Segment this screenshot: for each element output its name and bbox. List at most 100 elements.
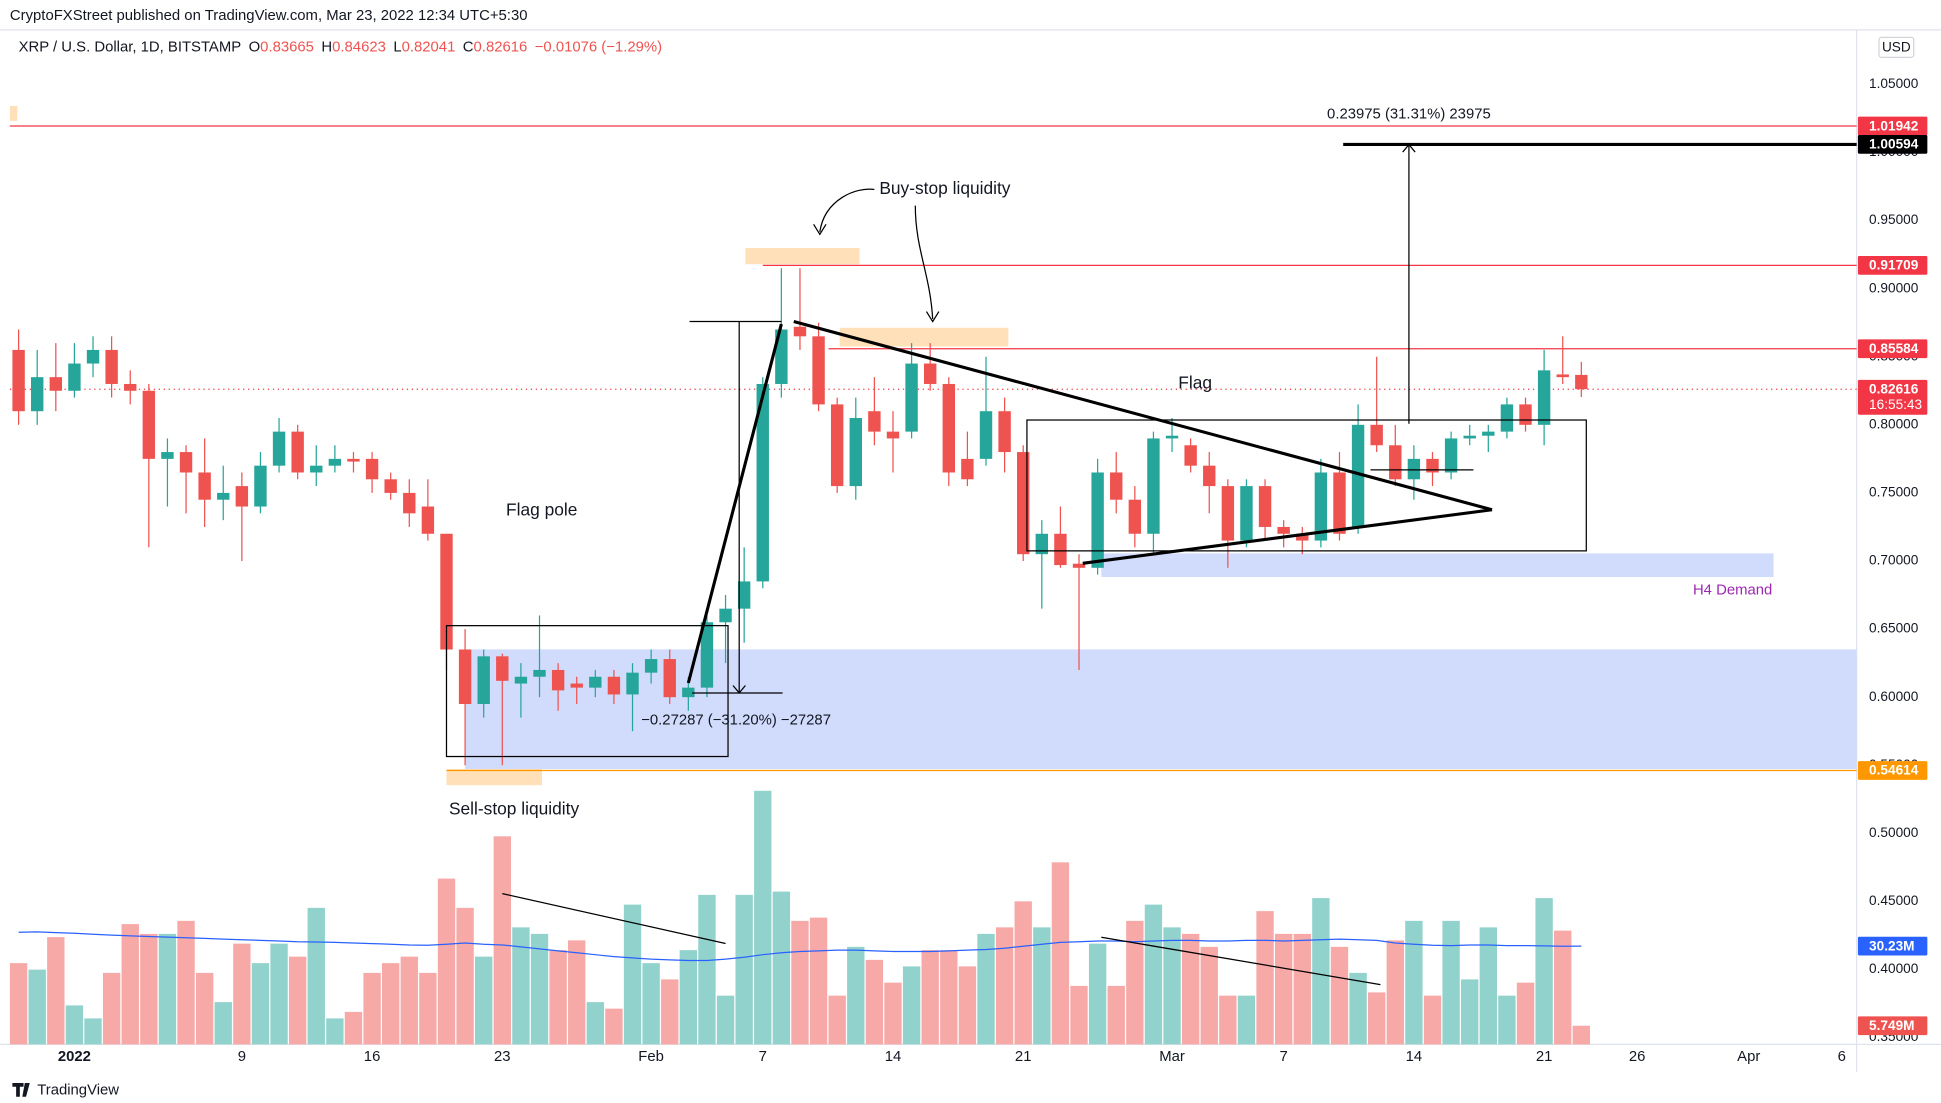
candle-body <box>775 329 788 384</box>
y-tick-label: 0.50000 <box>1869 825 1919 840</box>
y-tick-label: 0.65000 <box>1869 621 1919 636</box>
x-tick-label: 16 <box>364 1049 381 1065</box>
x-tick-label: Mar <box>1159 1049 1185 1065</box>
candle-body <box>793 326 807 337</box>
volume-bar <box>1163 927 1181 1045</box>
volume-bar <box>958 966 977 1045</box>
x-tick-label: 6 <box>1838 1049 1846 1065</box>
brand: TradingView <box>37 1082 119 1098</box>
drawings <box>445 143 1587 986</box>
annotation: H4 Demand <box>1693 583 1772 599</box>
volume-bar <box>195 972 214 1045</box>
measure-label: 0.23975 (31.31%) 23975 <box>1327 107 1491 123</box>
volume-label: 30.23M <box>1869 938 1914 953</box>
x-tick-label: 2022 <box>58 1049 91 1065</box>
candle-body <box>384 479 397 493</box>
candle-body <box>1556 374 1569 378</box>
candle-body <box>700 622 714 688</box>
candle-body <box>458 649 472 704</box>
candle-body <box>682 687 695 698</box>
candle-body <box>1351 424 1365 527</box>
candle-body <box>86 349 100 364</box>
volume-bar <box>437 878 456 1045</box>
candle-body <box>142 390 156 459</box>
liquidity-zone <box>9 105 18 121</box>
volume-bar <box>1368 992 1386 1045</box>
ohlc-value: 0.82616 <box>474 39 528 55</box>
measure-label: −0.27287 (−31.20%) −27287 <box>641 712 831 728</box>
candle-body <box>1500 404 1514 432</box>
candle-body <box>756 383 769 582</box>
candle-body <box>105 349 118 384</box>
candle-body <box>942 383 955 473</box>
level-label-box <box>1857 339 1928 359</box>
volume-bar <box>642 963 660 1045</box>
x-tick-label: 7 <box>759 1049 767 1065</box>
candle-body <box>1128 499 1142 534</box>
y-tick-label: 0.90000 <box>1869 280 1919 295</box>
candle-body <box>868 411 881 432</box>
volume-bar <box>865 959 884 1045</box>
volume-bar <box>549 950 567 1045</box>
candle-body <box>1091 472 1104 568</box>
candle-body <box>1035 533 1049 555</box>
x-tick-label: Feb <box>638 1049 664 1065</box>
flag-pole-line <box>686 323 783 684</box>
volume-bar <box>735 894 753 1045</box>
volume-bar <box>363 972 381 1045</box>
volume-bar <box>158 933 177 1045</box>
volume-bar <box>661 979 679 1045</box>
volume-bar <box>65 1005 84 1045</box>
candle-body <box>1537 370 1551 425</box>
level-label: 1.01942 <box>1869 118 1919 133</box>
arrow <box>914 205 934 320</box>
candle-body <box>365 458 379 480</box>
x-tick-label: 26 <box>1629 1049 1646 1065</box>
candle-body <box>1277 526 1290 534</box>
y-tick-label: 0.70000 <box>1869 553 1919 568</box>
volume-bar <box>754 790 772 1045</box>
candle-body <box>849 418 862 487</box>
candle-body <box>812 336 825 405</box>
currency[interactable]: USD <box>1882 40 1911 55</box>
volume-bar <box>1349 972 1367 1045</box>
volume-bar <box>1479 927 1497 1045</box>
level-label-box <box>1857 135 1928 154</box>
candle-body <box>1482 431 1495 436</box>
candle-body <box>1407 458 1421 480</box>
ohlc-label: O <box>249 39 261 55</box>
x-tick-label: Apr <box>1737 1049 1760 1065</box>
x-tick-label: 14 <box>1406 1049 1423 1065</box>
candle-body <box>1054 533 1067 566</box>
candle-body <box>570 683 583 688</box>
volume-bar <box>1274 933 1293 1045</box>
candle-body <box>310 465 323 473</box>
volume-bar <box>1107 985 1125 1045</box>
currency-box[interactable] <box>1878 36 1915 58</box>
candle-body <box>979 411 993 459</box>
ohlc-label: C <box>463 39 474 55</box>
annotation: Flag pole <box>506 500 577 520</box>
candle-body <box>235 486 249 507</box>
volume-bar <box>270 943 288 1045</box>
volume-bar <box>177 920 195 1045</box>
arrow-head <box>813 224 827 236</box>
volume-bar <box>1126 920 1144 1045</box>
volume-bar <box>1144 904 1163 1045</box>
flag-line <box>793 320 1493 512</box>
candle-body <box>1444 438 1458 473</box>
volume-bar <box>847 946 865 1045</box>
candle-body <box>1203 465 1216 487</box>
volume-bar <box>828 995 846 1045</box>
volume-bar <box>568 940 586 1045</box>
volume-bar <box>9 963 28 1045</box>
demand-zone <box>465 649 1857 769</box>
volume-bar <box>419 972 437 1045</box>
volume-bar <box>1461 979 1479 1045</box>
volume-trend-line <box>502 893 726 945</box>
volume-bar <box>921 950 939 1045</box>
candle-body <box>830 404 844 487</box>
candle-body <box>1110 472 1123 500</box>
